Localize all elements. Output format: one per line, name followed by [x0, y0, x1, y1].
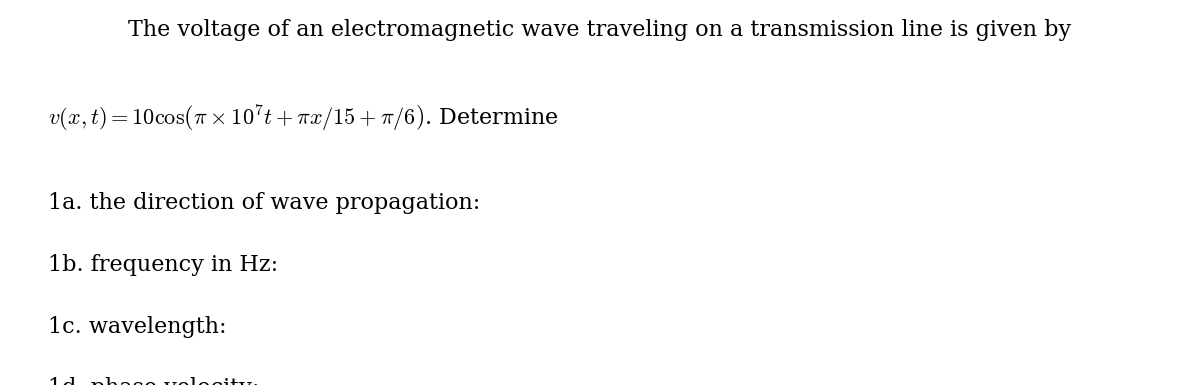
Text: $v(x,t) = 10\cos\!\left(\pi \times 10^7 t + \pi x/15 + \pi /6\right)$. Determine: $v(x,t) = 10\cos\!\left(\pi \times 10^7 …: [48, 104, 559, 134]
Text: 1a. the direction of wave propagation:: 1a. the direction of wave propagation:: [48, 192, 480, 214]
Text: The voltage of an electromagnetic wave traveling on a transmission line is given: The voltage of an electromagnetic wave t…: [128, 19, 1072, 41]
Text: 1d. phase velocity:: 1d. phase velocity:: [48, 377, 259, 385]
Text: 1c. wavelength:: 1c. wavelength:: [48, 316, 227, 338]
Text: 1b. frequency in Hz:: 1b. frequency in Hz:: [48, 254, 278, 276]
